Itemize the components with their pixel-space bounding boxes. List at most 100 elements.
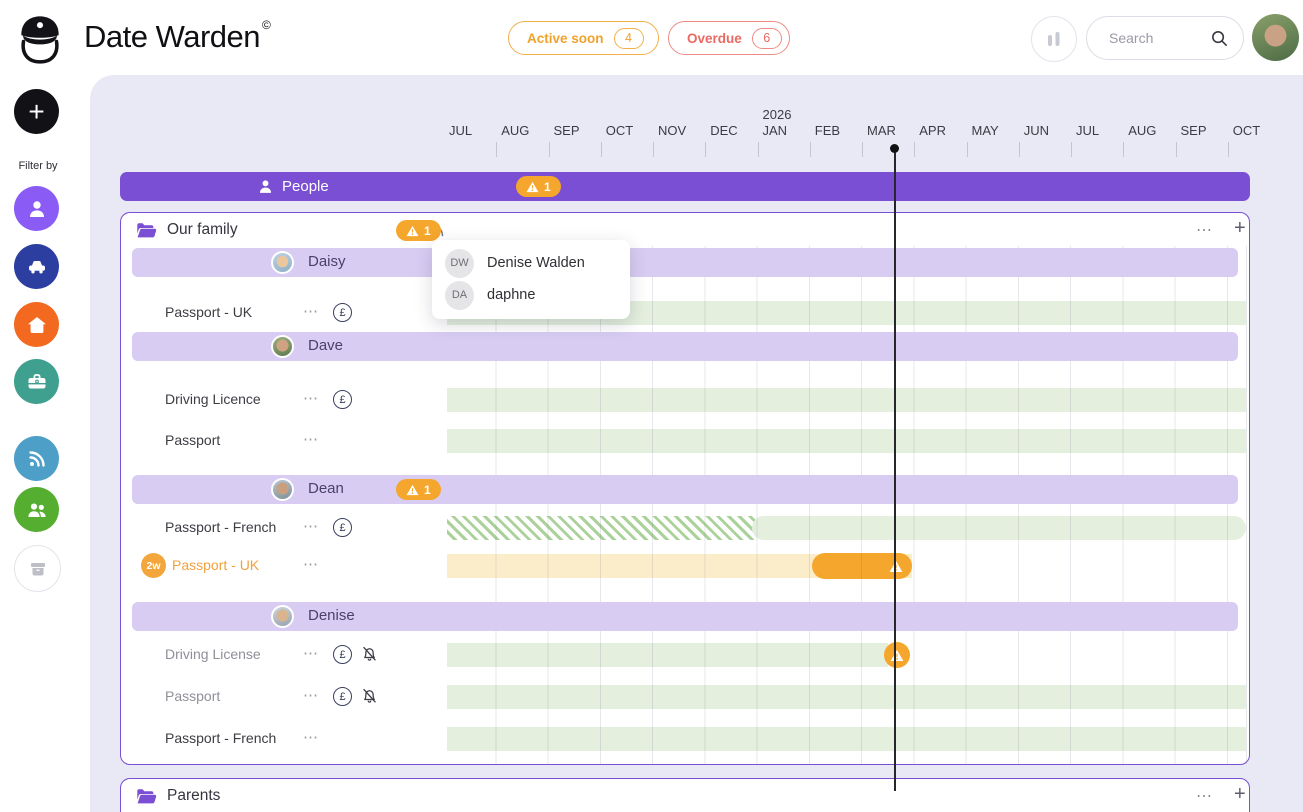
notifications-muted-icon[interactable]: [360, 686, 379, 705]
our-family-warning-badge[interactable]: 1: [396, 220, 441, 241]
doc-row: 2w Passport - UK ⋯: [120, 552, 450, 580]
doc-more-button[interactable]: ⋯: [303, 687, 319, 704]
month-tick: [496, 142, 498, 157]
member-daisy-band[interactable]: Daisy ⋯ +: [132, 248, 1238, 277]
doc-row: Passport ⋯ £: [120, 683, 450, 711]
month-label: APR: [919, 123, 946, 138]
user-avatar[interactable]: [1252, 14, 1299, 61]
stats-button[interactable]: [1031, 16, 1077, 62]
month-label: DEC: [710, 123, 738, 138]
search-icon: [1212, 30, 1227, 46]
year-label: 2026: [762, 107, 792, 122]
month-tick: [653, 142, 654, 157]
doc-more-button[interactable]: ⋯: [303, 303, 319, 320]
add-button[interactable]: +: [14, 89, 59, 134]
cost-pound-icon[interactable]: £: [333, 645, 352, 664]
doc-label: Passport - French: [165, 519, 277, 535]
person-icon: [259, 180, 272, 193]
month-label: SEP: [1180, 123, 1207, 138]
notifications-muted-icon[interactable]: [360, 644, 379, 663]
active-soon-filter-pill[interactable]: Active soon 4: [508, 21, 659, 55]
popup-item-daphne[interactable]: DA daphne: [432, 279, 630, 311]
car-icon: [28, 260, 45, 273]
top-header: Date Warden © Active soon 4 Overdue 6: [0, 0, 1303, 75]
timeline-bar-row: [0, 387, 1303, 413]
month-tick: [1123, 142, 1125, 157]
filter-by-label: Filter by: [18, 160, 58, 172]
filter-people[interactable]: [14, 186, 59, 231]
overdue-label: Overdue: [687, 30, 742, 46]
month-label: SEP: [553, 123, 580, 138]
dean-warning-badge[interactable]: 1: [396, 479, 441, 500]
section-people-band[interactable]: People 1 ⋯ +: [120, 172, 1250, 201]
subscribers-popup: DW Denise Walden DA daphne: [432, 240, 630, 319]
filter-groups[interactable]: [14, 487, 59, 532]
today-line: [894, 149, 896, 791]
parents-add-button[interactable]: +: [1234, 783, 1246, 805]
doc-label: Driving License: [165, 646, 261, 662]
member-dave-band[interactable]: Dave ⋯ +: [132, 332, 1238, 361]
cost-pound-icon[interactable]: £: [333, 303, 352, 322]
validity-bar: [447, 685, 1247, 709]
warning-triangle-icon: [889, 560, 903, 572]
doc-more-button[interactable]: ⋯: [303, 518, 319, 535]
filter-work[interactable]: [14, 359, 59, 404]
bar-chart-icon: [1048, 32, 1060, 46]
cost-pound-icon[interactable]: £: [333, 518, 352, 537]
month-label: JUN: [1023, 123, 1050, 138]
filter-archive[interactable]: [14, 545, 61, 592]
section-people-label: People: [282, 178, 329, 195]
member-denise-label: Denise: [308, 607, 355, 624]
doc-label: Passport: [165, 432, 221, 448]
doc-label: Passport - French: [165, 730, 277, 746]
member-denise-band[interactable]: Denise ⋯ +: [132, 602, 1238, 631]
doc-label: Passport - UK: [165, 304, 253, 320]
month-tick: [809, 142, 811, 157]
warning-marker[interactable]: [884, 642, 910, 668]
group-parents-card: [120, 778, 1250, 812]
warning-triangle-icon: [406, 484, 419, 495]
our-family-more-button[interactable]: ⋯: [1196, 222, 1213, 239]
search-input[interactable]: [1107, 29, 1210, 47]
house-icon: [27, 316, 46, 333]
doc-more-button[interactable]: ⋯: [303, 431, 319, 448]
doc-label: Driving Licence: [165, 391, 261, 407]
filter-home[interactable]: [14, 302, 59, 347]
warning-pill[interactable]: [811, 553, 913, 579]
filter-vehicles[interactable]: [14, 244, 59, 289]
cost-pound-icon[interactable]: £: [333, 390, 352, 409]
person-icon: [29, 200, 44, 217]
avatar: [271, 478, 294, 501]
month-label: JUL: [1076, 123, 1100, 138]
month-tick: [914, 142, 916, 157]
warning-triangle-icon: [526, 181, 539, 192]
doc-more-button[interactable]: ⋯: [303, 390, 319, 407]
validity-bar: [447, 643, 889, 667]
popup-item-denise-walden[interactable]: DW Denise Walden: [432, 247, 630, 279]
member-dean-band[interactable]: Dean 1 ⋯ +: [132, 475, 1238, 504]
warning-triangle-icon: [890, 649, 904, 661]
doc-row: Driving License ⋯ £: [120, 641, 450, 669]
month-label: MAR: [867, 123, 896, 138]
timeline-bar-row: [0, 642, 1303, 668]
group-parents-label: Parents: [167, 787, 221, 804]
validity-bar: [447, 388, 1247, 412]
doc-more-button[interactable]: ⋯: [303, 645, 319, 662]
filter-subscriptions[interactable]: [14, 436, 59, 481]
page-title: Date Warden ©: [84, 18, 271, 54]
warning-triangle-icon: [406, 225, 419, 236]
overdue-filter-pill[interactable]: Overdue 6: [668, 21, 790, 55]
month-label: OCT: [1232, 123, 1261, 138]
month-tick: [966, 142, 968, 157]
month-label: AUG: [1128, 123, 1157, 138]
our-family-add-button[interactable]: +: [1234, 217, 1246, 239]
doc-more-button[interactable]: ⋯: [303, 729, 319, 746]
rss-icon: [28, 450, 45, 467]
cost-pound-icon[interactable]: £: [333, 687, 352, 706]
member-dean-label: Dean: [308, 480, 344, 497]
doc-more-button[interactable]: ⋯: [303, 556, 319, 573]
parents-more-button[interactable]: ⋯: [1196, 788, 1213, 805]
people-warning-badge[interactable]: 1: [516, 176, 561, 197]
due-in-2w-badge: 2w: [141, 553, 166, 578]
